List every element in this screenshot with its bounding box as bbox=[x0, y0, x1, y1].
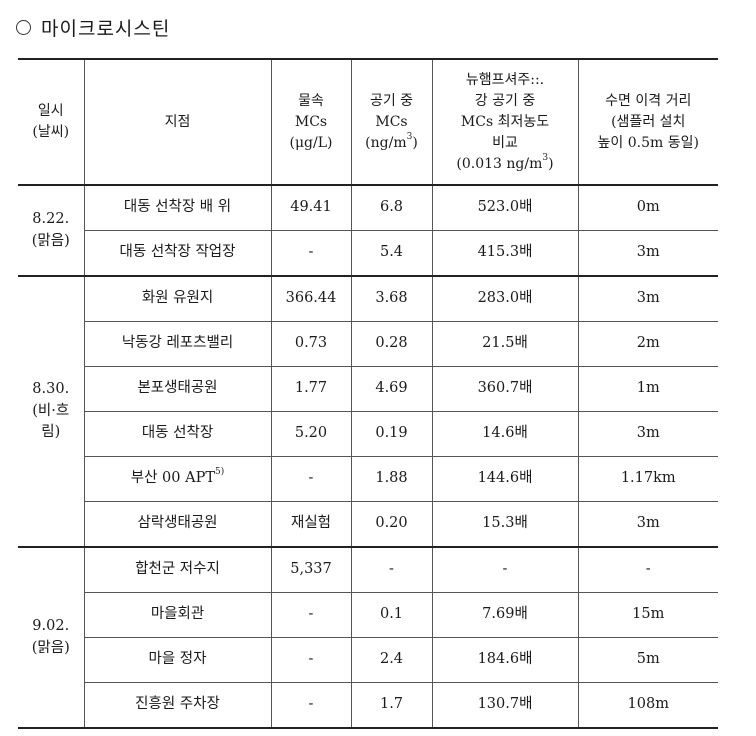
header-row: 일시 (날씨) 지점 물속 MCs (μg/L) 공기 중 MCs (ng/m3… bbox=[18, 58, 718, 186]
site-cell: 삼락생태공원 bbox=[84, 501, 272, 548]
ratio-cell: 283.0배 bbox=[431, 275, 579, 322]
air-mcs-cell: 0.19 bbox=[350, 411, 433, 457]
site-cell: 낙동강 레포츠밸리 bbox=[84, 321, 272, 367]
ratio-cell: 184.6배 bbox=[431, 637, 579, 683]
water-mcs-cell: 재실험 bbox=[270, 501, 352, 548]
footnote-marker: 5) bbox=[215, 467, 225, 478]
site-cell: 대동 선착장 배 위 bbox=[83, 184, 272, 231]
air-mcs-cell: 0.28 bbox=[350, 321, 433, 367]
table-row: 부산 00 APT5) -1.88 144.6배 1.17km bbox=[18, 456, 718, 502]
water-mcs-cell: 1.77 bbox=[270, 366, 352, 412]
water-mcs-cell: - bbox=[270, 592, 352, 638]
distance-cell: 1m bbox=[577, 366, 718, 412]
date-cell: 9.02. (맑음) bbox=[18, 546, 85, 729]
table-row: 낙동강 레포츠밸리 0.73 0.28 21.5배 2m bbox=[18, 321, 718, 367]
site-cell: 대동 선착장 작업장 bbox=[84, 230, 272, 277]
header-water-mcs: 물속 MCs (μg/L) bbox=[270, 58, 352, 186]
air-mcs-cell: 1.88 bbox=[350, 456, 433, 502]
section-heading: 마이크로시스틴 bbox=[16, 12, 170, 42]
distance-cell: 108m bbox=[577, 682, 718, 729]
site-cell: 대동 선착장 bbox=[84, 411, 272, 457]
table-row: 8.30. (비·흐 림) 화원 유원지 366.44 3.68 283.0배 3m bbox=[18, 275, 718, 548]
ratio-cell: 15.3배 bbox=[431, 501, 579, 548]
distance-cell: 3m bbox=[577, 501, 718, 548]
air-mcs-cell: 4.69 bbox=[350, 366, 433, 412]
distance-cell: 3m bbox=[577, 230, 718, 277]
distance-cell: - bbox=[577, 546, 718, 593]
water-mcs-cell: - bbox=[270, 230, 352, 277]
distance-cell: 3m bbox=[577, 411, 718, 457]
date-cell: 8.22. (맑음) bbox=[18, 184, 85, 277]
air-mcs-cell: 3.68 bbox=[350, 275, 433, 322]
header-distance: 수면 이격 거리 (샘플러 설치 높이 0.5m 동일) bbox=[577, 58, 718, 186]
site-cell: 부산 00 APT5) bbox=[84, 456, 272, 502]
water-mcs-cell: - bbox=[270, 456, 352, 502]
water-mcs-cell: 49.41 bbox=[270, 184, 352, 231]
site-cell: 화원 유원지 bbox=[83, 275, 272, 322]
air-mcs-cell: 2.4 bbox=[350, 637, 433, 683]
distance-cell: 3m bbox=[577, 275, 718, 322]
header-air-mcs: 공기 중 MCs (ng/m3) bbox=[350, 58, 433, 186]
table-row: 진흥원 주차장 -1.7 130.7배 108m bbox=[18, 682, 718, 729]
microcystin-table: 일시 (날씨) 지점 물속 MCs (μg/L) 공기 중 MCs (ng/m3… bbox=[18, 58, 718, 729]
header-date: 일시 (날씨) bbox=[18, 58, 85, 186]
table-row: 대동 선착장 5.20 0.19 14.6배 3m bbox=[18, 411, 718, 457]
table-body: 8.22. (맑음) 대동 선착장 배 위 49.41 6.8 523.0배 0m 대동 선착… bbox=[18, 184, 718, 729]
table-row: 마을 정자 -2.4 184.6배 5m bbox=[18, 637, 718, 683]
ratio-cell: 415.3배 bbox=[431, 230, 579, 277]
ratio-cell: 360.7배 bbox=[431, 366, 579, 412]
table-row: 8.22. (맑음) 대동 선착장 배 위 49.41 6.8 523.0배 0m bbox=[18, 184, 718, 277]
ratio-cell: 130.7배 bbox=[431, 682, 579, 729]
distance-cell: 15m bbox=[577, 592, 718, 638]
table-row: 마을회관 -0.1 7.69배 15m bbox=[18, 592, 718, 638]
site-cell: 마을 정자 bbox=[84, 637, 272, 683]
distance-cell: 0m bbox=[577, 184, 718, 231]
ratio-cell: - bbox=[431, 546, 579, 593]
ratio-cell: 144.6배 bbox=[431, 456, 579, 502]
water-mcs-cell: - bbox=[270, 637, 352, 683]
table-row: 9.02. (맑음) 합천군 저수지 5,337- - - bbox=[18, 546, 718, 729]
site-cell: 진흥원 주차장 bbox=[84, 682, 272, 729]
air-mcs-cell: - bbox=[350, 546, 433, 593]
air-mcs-cell: 0.1 bbox=[350, 592, 433, 638]
ratio-cell: 21.5배 bbox=[431, 321, 579, 367]
air-mcs-cell: 5.4 bbox=[350, 230, 433, 277]
air-mcs-cell: 0.20 bbox=[350, 501, 433, 548]
site-cell: 마을회관 bbox=[84, 592, 272, 638]
water-mcs-cell: 0.73 bbox=[270, 321, 352, 367]
water-mcs-cell: 5,337 bbox=[270, 546, 352, 593]
site-cell: 본포생태공원 bbox=[84, 366, 272, 412]
circle-bullet-icon bbox=[16, 19, 31, 35]
table-row: 삼락생태공원 재실험 0.20 15.3배 3m bbox=[18, 501, 718, 548]
header-comparison: 뉴햄프셔주::. 강 공기 중 MCs 최저농도 비교 (0.013 ng/m3… bbox=[431, 58, 579, 186]
water-mcs-cell: 366.44 bbox=[270, 275, 352, 322]
header-site: 지점 bbox=[83, 58, 272, 186]
ratio-cell: 14.6배 bbox=[431, 411, 579, 457]
date-cell: 8.30. (비·흐 림) bbox=[18, 275, 85, 548]
heading-text: 마이크로시스틴 bbox=[41, 17, 171, 40]
distance-cell: 5m bbox=[577, 637, 718, 683]
distance-cell: 1.17km bbox=[577, 456, 718, 502]
ratio-cell: 523.0배 bbox=[431, 184, 579, 231]
ratio-cell: 7.69배 bbox=[431, 592, 579, 638]
table-row: 본포생태공원 1.77 4.69 360.7배 1m bbox=[18, 366, 718, 412]
site-cell: 합천군 저수지 bbox=[83, 546, 272, 593]
water-mcs-cell: 5.20 bbox=[270, 411, 352, 457]
air-mcs-cell: 6.8 bbox=[350, 184, 433, 231]
distance-cell: 2m bbox=[577, 321, 718, 367]
water-mcs-cell: - bbox=[270, 682, 352, 729]
table-row: 대동 선착장 작업장 -5.4 415.3배 3m bbox=[18, 230, 718, 277]
air-mcs-cell: 1.7 bbox=[350, 682, 433, 729]
